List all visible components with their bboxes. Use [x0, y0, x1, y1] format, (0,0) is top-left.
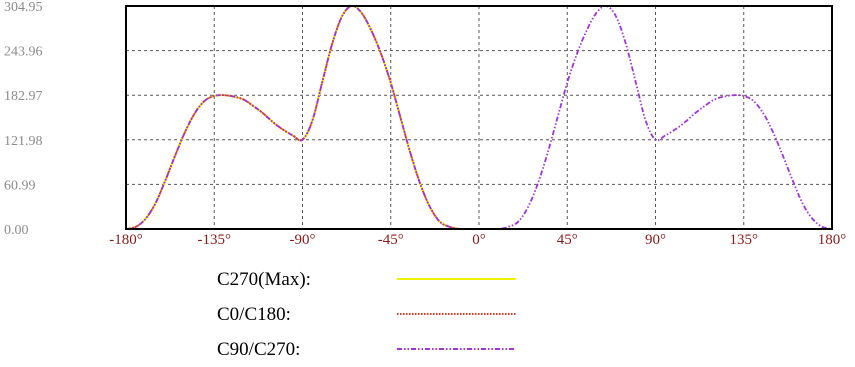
series-line-0	[125, 4, 479, 230]
x-tick-label: 90°	[645, 232, 666, 248]
series-lines	[125, 4, 833, 230]
y-tick-label: 60.99	[4, 178, 36, 193]
x-tick-label: 45°	[557, 232, 578, 248]
series-line-2	[125, 4, 833, 230]
grid-lines	[126, 6, 832, 229]
legend-label: C0/C180:	[217, 304, 291, 325]
y-tick-label: 243.96	[4, 45, 43, 60]
legend: C270(Max): C0/C180: C90/C270:	[217, 269, 516, 360]
y-tick-label: 182.97	[4, 89, 43, 104]
x-axis-ticks: -180° -135° -90° -45° 0° 45° 90° 135° 180°	[109, 232, 846, 248]
x-tick-label: -135°	[198, 232, 232, 248]
y-tick-label: 121.98	[4, 134, 43, 149]
x-tick-label: -90°	[290, 232, 316, 248]
legend-label: C90/C270:	[217, 339, 300, 360]
x-tick-label: 0°	[472, 232, 486, 248]
legend-label: C270(Max):	[217, 269, 311, 290]
y-tick-label: 304.95	[4, 0, 43, 15]
y-tick-label: 0.00	[4, 223, 29, 238]
series-line-1	[125, 4, 479, 230]
x-tick-label: 135°	[730, 232, 759, 248]
x-tick-label: -180°	[109, 232, 143, 248]
x-tick-label: 180°	[818, 232, 847, 248]
y-axis-ticks: 0.00 60.99 121.98 182.97 243.96 304.95	[4, 0, 43, 238]
x-tick-label: -45°	[378, 232, 404, 248]
plot-frame	[125, 5, 833, 230]
